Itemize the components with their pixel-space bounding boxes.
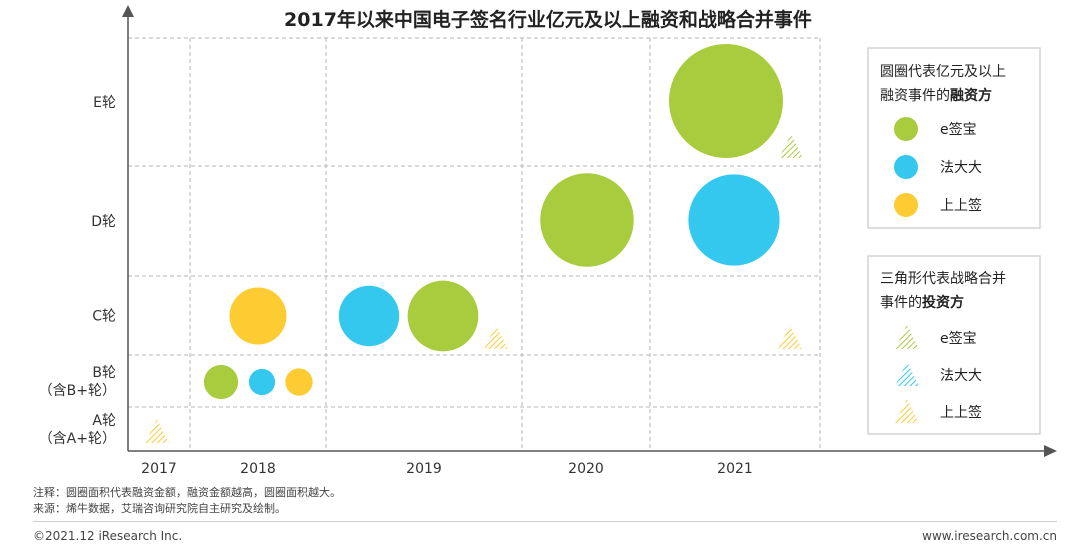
legend-circles-title: 圆圈代表亿元及以上 bbox=[880, 64, 1006, 80]
x-axis-arrow bbox=[1044, 445, 1057, 457]
legend-item-label: e签宝 bbox=[940, 330, 977, 347]
legend-item-label: 上上签 bbox=[940, 197, 982, 214]
merger-triangle bbox=[778, 325, 802, 349]
x-tick-label: 2018 bbox=[240, 461, 276, 477]
website-link[interactable]: www.iresearch.com.cn bbox=[922, 529, 1057, 543]
legend-swatch-triangle bbox=[895, 325, 919, 349]
financing-circle bbox=[338, 285, 400, 347]
legend-item-label: 上上签 bbox=[940, 404, 982, 421]
legend-triangles-box bbox=[867, 255, 1041, 435]
legend-swatch-circle bbox=[894, 193, 918, 217]
x-tick-label: 2019 bbox=[406, 461, 442, 477]
legend-swatch-circle bbox=[894, 155, 918, 179]
financing-circle bbox=[248, 368, 276, 396]
legend-swatch-triangle bbox=[895, 399, 919, 423]
x-tick-label: 2017 bbox=[141, 461, 177, 477]
legend-item-label: 法大大 bbox=[940, 160, 982, 176]
legend-item-label: 法大大 bbox=[940, 368, 982, 384]
grid bbox=[128, 37, 821, 451]
financing-circle bbox=[540, 173, 634, 267]
y-tick-label: C轮 bbox=[92, 309, 116, 325]
financing-circle bbox=[229, 287, 287, 345]
y-axis-arrow bbox=[122, 5, 134, 17]
footer-divider bbox=[33, 521, 1057, 522]
chart: 2017年以来中国电子签名行业亿元及以上融资和战略合并事件 2017 2018 20… bbox=[39, 5, 1057, 477]
merger-triangle bbox=[145, 419, 169, 443]
legend-swatch-triangle bbox=[895, 362, 919, 386]
legend-triangles-title: 三角形代表战略合并 bbox=[880, 271, 1006, 287]
y-tick-label: E轮 bbox=[93, 95, 116, 111]
merger-triangle bbox=[779, 134, 803, 158]
legend-triangles-subtitle: 事件的投资方 bbox=[880, 294, 964, 311]
legend-item-label: e签宝 bbox=[940, 121, 977, 138]
legend-swatch-circle bbox=[894, 117, 918, 141]
tick-labels: 2017 2018 2019 2020 2021 A轮 （含A+轮） B轮 （含B+轮） C轮 D轮… bbox=[39, 95, 753, 477]
y-tick-label: B轮 bbox=[92, 365, 116, 381]
source-note: 来源：烯牛数据，艾瑞咨询研究院自主研究及绘制。 bbox=[33, 502, 286, 515]
legend: 圆圈代表亿元及以上融资事件的融资方e签宝法大大上上签三角形代表战略合并事件的投资… bbox=[867, 47, 1041, 435]
chart-title: 2017年以来中国电子签名行业亿元及以上融资和战略合并事件 bbox=[284, 8, 812, 31]
y-tick-label: A轮 bbox=[92, 413, 116, 429]
financing-circle bbox=[285, 368, 313, 396]
legend-circles-subtitle: 融资事件的融资方 bbox=[880, 87, 992, 104]
y-tick-label: （含A+轮） bbox=[39, 431, 116, 447]
data-marks bbox=[145, 44, 803, 443]
financing-circle bbox=[407, 280, 479, 352]
financing-circle bbox=[669, 44, 783, 158]
y-tick-label: （含B+轮） bbox=[39, 383, 116, 399]
footnote: 注释：圆圈面积代表融资金额，融资金额越高，圆圈面积越大。 bbox=[33, 486, 341, 499]
financing-circle bbox=[688, 174, 780, 266]
merger-triangle bbox=[484, 325, 508, 349]
x-tick-label: 2021 bbox=[717, 461, 753, 477]
axes bbox=[122, 5, 1057, 457]
copyright: ©2021.12 iResearch Inc. bbox=[33, 529, 183, 543]
x-tick-label: 2020 bbox=[568, 461, 604, 477]
y-tick-label: D轮 bbox=[91, 214, 116, 230]
financing-circle bbox=[203, 364, 239, 400]
